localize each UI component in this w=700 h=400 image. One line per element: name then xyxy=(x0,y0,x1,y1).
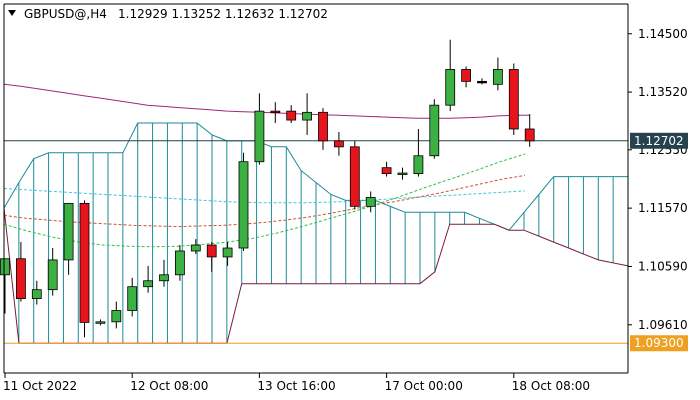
candle-body xyxy=(0,258,10,276)
candle xyxy=(397,167,408,180)
moving-averages xyxy=(3,83,530,248)
candle xyxy=(254,93,265,165)
candle xyxy=(477,78,487,85)
candle-body xyxy=(254,110,265,163)
y-tick-label: 1.13520 xyxy=(638,85,688,99)
candle xyxy=(508,63,519,135)
candle-body xyxy=(47,259,58,291)
candle-body xyxy=(302,111,313,121)
candle xyxy=(174,245,185,281)
candle-body xyxy=(286,110,297,121)
y-tick-label: 1.09610 xyxy=(638,318,688,332)
level-tag: 1.09300 xyxy=(630,335,688,352)
candle-body xyxy=(174,250,185,276)
candle xyxy=(333,131,344,156)
candle xyxy=(365,191,376,213)
candle-body xyxy=(333,140,344,148)
ma-green-line xyxy=(3,153,526,248)
candle xyxy=(222,242,233,266)
candle xyxy=(270,102,281,124)
candle xyxy=(461,66,472,88)
x-tick-label: 18 Oct 08:00 xyxy=(512,379,590,393)
candle xyxy=(15,242,26,302)
candle xyxy=(349,140,360,210)
candle-body xyxy=(190,244,201,252)
symbol-label: GBPUSD@,H4 xyxy=(24,7,107,21)
candle-body xyxy=(365,197,376,207)
candle xyxy=(31,280,42,305)
candle xyxy=(445,39,456,112)
candle xyxy=(111,301,122,329)
ma-red-line xyxy=(3,174,526,228)
candle xyxy=(206,242,217,272)
candle-body xyxy=(445,69,456,106)
candle-body xyxy=(222,247,233,258)
candle-body xyxy=(159,274,169,282)
candle xyxy=(413,128,424,177)
candle xyxy=(492,57,503,91)
candles xyxy=(0,39,535,338)
candle xyxy=(381,161,392,177)
ohlc-values: 1.12929 1.13252 1.12632 1.12702 xyxy=(118,7,328,21)
candle-body xyxy=(238,161,249,249)
candle-body xyxy=(381,167,392,175)
price-tag-label: 1.12702 xyxy=(634,134,684,148)
x-tick-label: 13 Oct 16:00 xyxy=(257,379,335,393)
y-tick-label: 1.11570 xyxy=(638,201,688,215)
candle xyxy=(302,93,313,135)
candle-body xyxy=(206,244,217,258)
candle-body xyxy=(31,289,42,300)
candle xyxy=(238,152,249,251)
price-tag: 1.12702 xyxy=(630,132,688,149)
candle xyxy=(318,108,328,150)
candle xyxy=(95,319,106,326)
candle-body xyxy=(79,202,90,323)
price-axis: 1.145001.135201.125501.115701.105901.096… xyxy=(628,27,688,352)
dropdown-triangle-icon[interactable] xyxy=(8,10,16,16)
x-tick-label: 11 Oct 2022 xyxy=(3,379,77,393)
y-tick-label: 1.14500 xyxy=(638,27,688,41)
candle-body xyxy=(461,69,472,82)
candle-body xyxy=(270,110,281,114)
candle-body xyxy=(492,69,503,85)
candle-body xyxy=(318,111,328,142)
cloud-upper-line xyxy=(3,122,628,231)
candle xyxy=(159,259,169,287)
level-tag-label: 1.09300 xyxy=(634,336,684,350)
candle-body xyxy=(143,280,154,288)
candle-body xyxy=(524,128,535,142)
candle xyxy=(190,239,201,254)
candle-body xyxy=(349,146,360,207)
candle-body xyxy=(127,286,138,311)
candle-body xyxy=(111,310,122,323)
candle xyxy=(0,258,10,314)
candle xyxy=(429,99,440,159)
candle xyxy=(63,202,74,275)
candle-body xyxy=(397,172,408,175)
candle-body xyxy=(429,104,440,157)
symbol-header: GBPUSD@,H4 1.12929 1.13252 1.12632 1.127… xyxy=(8,7,328,21)
candle-body xyxy=(413,155,424,175)
x-tick-label: 12 Oct 08:00 xyxy=(130,379,208,393)
candle xyxy=(143,265,154,293)
candle xyxy=(286,105,297,124)
ma-cyan-line xyxy=(3,188,526,204)
time-axis: 11 Oct 2022 12 Oct 08:00 13 Oct 16:00 17 Oc… xyxy=(3,373,590,393)
candle xyxy=(127,277,138,317)
candle-body xyxy=(508,69,519,130)
x-tick-label: 17 Oct 00:00 xyxy=(385,379,463,393)
y-tick-label: 1.10590 xyxy=(638,259,688,273)
candle xyxy=(524,114,535,147)
candle-body xyxy=(95,321,106,324)
candle xyxy=(47,248,58,296)
candle-body xyxy=(477,80,487,84)
candle-body xyxy=(15,258,26,300)
candle-body xyxy=(63,202,74,261)
ma-purple-line xyxy=(3,83,530,119)
candle xyxy=(79,200,90,338)
